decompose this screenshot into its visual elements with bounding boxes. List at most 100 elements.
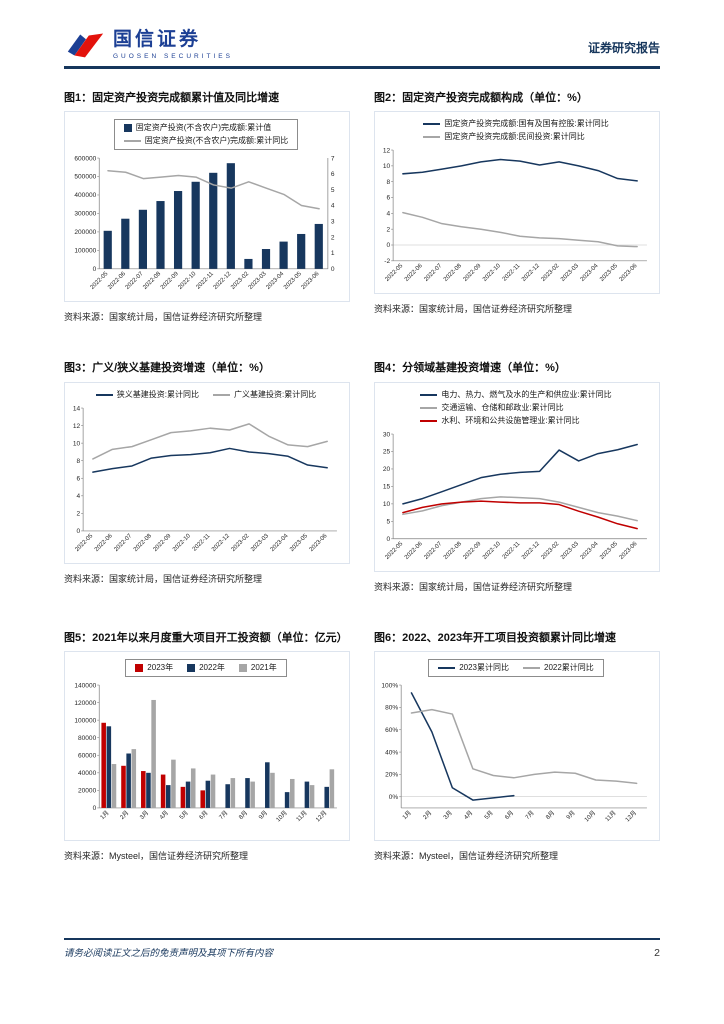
figure-title: 图3：广义/狭义基建投资增速（单位：%） (64, 362, 270, 375)
svg-text:2022-10: 2022-10 (172, 532, 192, 552)
svg-text:7月: 7月 (218, 809, 230, 821)
svg-text:60000: 60000 (78, 752, 97, 759)
figure-title: 图5：2021年以来月度重大项目开工投资额（单位：亿元） (64, 631, 348, 644)
legend-item: 固定资产投资完成额:国有及国有控股:累计同比 (423, 119, 609, 129)
figure-4: 图4：分领域基建投资增速（单位：%） 电力、热力、燃气及水的生产和供应业:累计同… (374, 361, 660, 592)
svg-text:4月: 4月 (158, 809, 170, 821)
svg-text:10: 10 (383, 163, 391, 170)
svg-text:2023-02: 2023-02 (231, 532, 251, 552)
svg-text:140000: 140000 (74, 682, 96, 689)
svg-text:8: 8 (76, 458, 80, 465)
chart-canvas: 0% 20% 40% 60% 80% 100% 1月 2月 3月 4月 5月 6月 7月 8月 9月 10月 1… (377, 679, 655, 838)
legend-label: 2021年 (250, 662, 277, 672)
svg-text:2023-05: 2023-05 (599, 540, 619, 560)
svg-text:12月: 12月 (624, 809, 638, 823)
brand-name-en: GUOSEN SECURITIES (113, 52, 233, 60)
svg-text:6: 6 (76, 475, 80, 482)
svg-text:2023-02: 2023-02 (230, 271, 250, 291)
chart-legend: 固定资产投资(不含农户)完成额:累计值 固定资产投资(不含农户)完成额:累计同比 (67, 115, 345, 152)
svg-text:2022-08: 2022-08 (133, 532, 153, 552)
svg-text:2022-05: 2022-05 (384, 540, 404, 560)
svg-text:0: 0 (386, 243, 390, 250)
legend-swatch-icon (135, 663, 144, 672)
legend-label: 2022累计同比 (544, 662, 594, 672)
svg-text:2023-06: 2023-06 (309, 532, 329, 552)
svg-text:2022-05: 2022-05 (384, 263, 404, 283)
svg-text:7: 7 (331, 156, 335, 163)
svg-text:4: 4 (76, 493, 80, 500)
svg-text:2022-07: 2022-07 (125, 271, 145, 291)
legend-item: 2022年 (187, 663, 225, 673)
legend-swatch-icon (213, 393, 230, 396)
legend-box: 电力、热力、燃气及水的生产和供应业:累计同比 交通运输、仓储和邮政业:累计同比水利… (420, 389, 612, 426)
svg-text:5: 5 (331, 187, 335, 194)
legend-label: 2023累计同比 (459, 662, 509, 672)
legend-label: 水利、环境和公共设施管理业:累计同比 (441, 415, 580, 425)
svg-text:2022-10: 2022-10 (482, 263, 502, 283)
svg-text:0: 0 (386, 536, 390, 543)
figure-source: 资料来源：国家统计局，国信证券经济研究所整理 (374, 304, 573, 315)
legend-swatch-icon (95, 393, 113, 396)
svg-text:2月: 2月 (422, 809, 434, 821)
svg-text:25: 25 (383, 448, 391, 455)
svg-text:2022-11: 2022-11 (502, 263, 522, 283)
figure-2: 图2：固定资产投资完成额构成（单位：%） 固定资产投资完成额:国有及国有控股:累… (374, 91, 660, 315)
svg-text:2023-06: 2023-06 (619, 540, 639, 560)
legend-swatch-icon (123, 124, 132, 133)
page-footer: 请务必阅读正文之后的免责声明及其项下所有内容 2 (64, 938, 660, 959)
footer-disclaimer: 请务必阅读正文之后的免责声明及其项下所有内容 (64, 948, 274, 959)
legend-label: 2023年 (147, 662, 174, 672)
figure-source: 资料来源：国家统计局，国信证券经济研究所整理 (64, 573, 263, 584)
svg-text:2022-12: 2022-12 (521, 263, 541, 283)
chart-canvas: -2 0 2 4 6 8 10 12 2022-05 2022-06 2022-07 2022-08 2… (377, 144, 655, 291)
legend-label: 狭义基建投资:累计同比 (116, 389, 199, 399)
chart-box: 电力、热力、燃气及水的生产和供应业:累计同比 交通运输、仓储和邮政业:累计同比水利… (374, 381, 660, 572)
svg-text:2023-05: 2023-05 (289, 532, 309, 552)
chart-box: 狭义基建投资:累计同比 广义基建投资:累计同比 0 2 4 6 8 10 12 14 2022-0… (64, 381, 350, 564)
legend-item: 水利、环境和公共设施管理业:累计同比 (420, 415, 580, 426)
svg-text:4: 4 (331, 203, 335, 210)
svg-text:2022-11: 2022-11 (192, 532, 212, 552)
legend-box: 狭义基建投资:累计同比 广义基建投资:累计同比 (95, 389, 316, 400)
svg-text:7月: 7月 (524, 809, 536, 821)
svg-text:0: 0 (76, 528, 80, 535)
fig4-svg: 0 5 10 15 20 25 30 2022-05 2022-06 2022-07 2022-08… (383, 431, 647, 561)
svg-text:0: 0 (331, 266, 335, 273)
legend-swatch-icon (420, 406, 438, 409)
legend-item: 2023累计同比 (438, 663, 509, 673)
svg-text:9月: 9月 (257, 809, 269, 821)
figure-source: 资料来源：Mysteel，国信证券经济研究所整理 (374, 851, 559, 862)
svg-text:40000: 40000 (78, 770, 97, 777)
svg-text:2022-08: 2022-08 (142, 271, 162, 291)
svg-text:100000: 100000 (74, 248, 96, 255)
svg-text:12: 12 (383, 148, 391, 155)
footer-divider (64, 938, 660, 940)
brand-name: 国信证券 (113, 29, 202, 51)
svg-text:2023-03: 2023-03 (248, 271, 268, 291)
svg-text:12月: 12月 (314, 809, 328, 823)
legend-swatch-icon (438, 666, 456, 669)
legend-swatch-icon (187, 663, 196, 672)
svg-text:2022-06: 2022-06 (404, 263, 424, 283)
figure-source: 资料来源：国家统计局，国信证券经济研究所整理 (64, 312, 263, 323)
svg-text:5: 5 (386, 518, 390, 525)
svg-text:2023-04: 2023-04 (270, 532, 290, 552)
svg-text:3月: 3月 (139, 809, 151, 821)
svg-text:12: 12 (73, 422, 81, 429)
legend-label: 电力、热力、燃气及水的生产和供应业:累计同比 (441, 389, 612, 399)
svg-text:5月: 5月 (178, 809, 190, 821)
svg-text:2023-04: 2023-04 (265, 271, 285, 291)
svg-text:6: 6 (386, 195, 390, 202)
svg-text:10: 10 (383, 501, 391, 508)
charts-grid: 图1：固定资产投资完成额累计值及同比增速 固定资产投资(不含农户)完成额:累计值… (64, 91, 660, 862)
svg-text:2023-05: 2023-05 (599, 263, 619, 283)
svg-text:200000: 200000 (74, 229, 96, 236)
svg-text:40%: 40% (385, 749, 398, 756)
chart-canvas: 0 5 10 15 20 25 30 2022-05 2022-06 2022-07 2022-08… (377, 428, 655, 569)
svg-text:10月: 10月 (583, 809, 597, 823)
svg-text:2022-12: 2022-12 (521, 540, 541, 560)
legend-swatch-icon (423, 136, 441, 139)
legend-label: 交通运输、仓储和邮政业:累计同比 (441, 402, 564, 412)
